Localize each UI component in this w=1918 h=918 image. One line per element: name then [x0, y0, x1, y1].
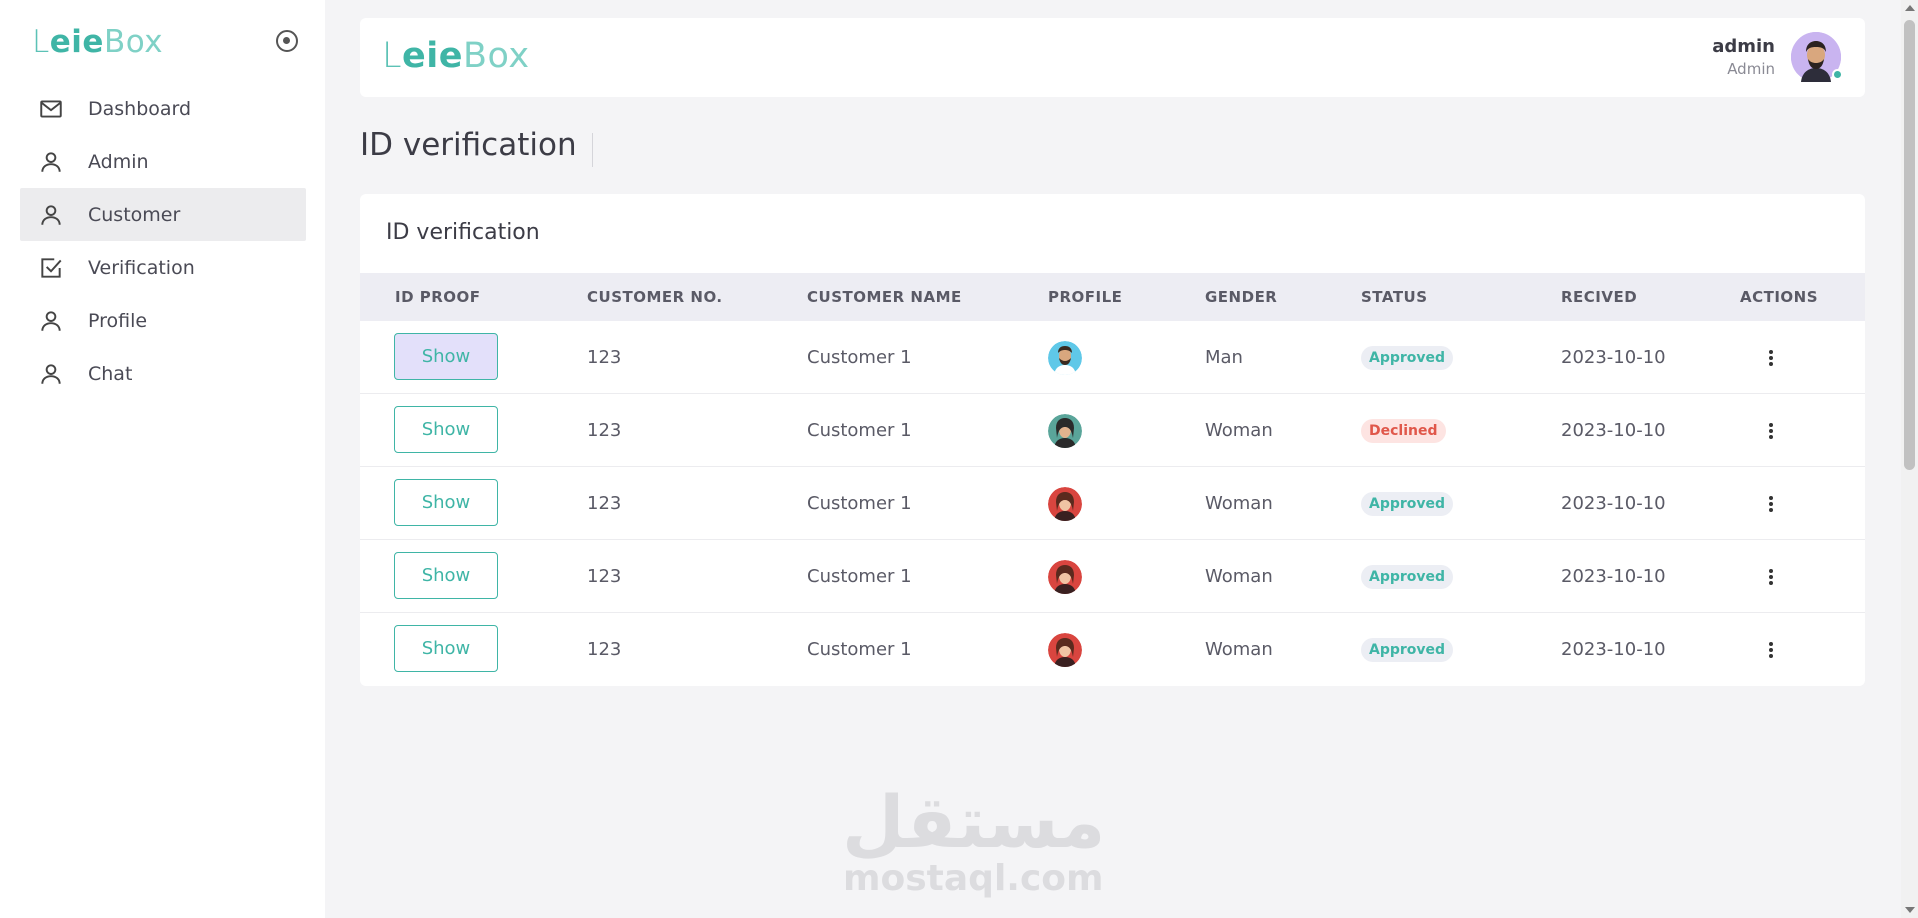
id-verification-card: ID verification ID PROOF CUSTOMER NO. CU…	[360, 194, 1865, 686]
scrollbar-thumb[interactable]	[1904, 20, 1915, 470]
column-header-status[interactable]: STATUS	[1361, 288, 1428, 306]
sidebar-item-verification[interactable]: Verification	[20, 241, 306, 294]
customer-number: 123	[587, 639, 622, 660]
sidebar-toggle-icon[interactable]	[276, 30, 298, 52]
header-logo[interactable]: LeieBox	[382, 36, 530, 76]
sidebar-item-label: Verification	[88, 256, 195, 279]
customer-name: Customer 1	[807, 566, 912, 587]
sidebar-item-dashboard[interactable]: Dashboard	[20, 82, 306, 135]
column-header-customer-no[interactable]: CUSTOMER NO.	[587, 288, 723, 306]
gender: Man	[1205, 347, 1243, 368]
user-icon	[38, 308, 64, 334]
user-name[interactable]: admin	[1712, 36, 1775, 57]
more-actions-icon[interactable]	[1762, 495, 1780, 513]
profile-avatar-image	[1048, 633, 1082, 667]
scroll-down-icon[interactable]	[1905, 907, 1915, 913]
profile-avatar[interactable]	[1048, 633, 1082, 667]
sidebar-item-label: Dashboard	[88, 97, 192, 120]
sidebar-nav: Dashboard Admin Customer Verification Pr…	[20, 82, 306, 400]
watermark-latin: mostaql.com	[843, 858, 1104, 899]
profile-avatar[interactable]	[1048, 341, 1082, 375]
user-icon	[38, 361, 64, 387]
table-row: Show 123 Customer 1 Woman Approved 2023-…	[360, 540, 1865, 613]
column-header-received[interactable]: RECIVED	[1561, 288, 1638, 306]
page-scrollbar[interactable]	[1901, 0, 1918, 918]
column-header-gender[interactable]: GENDER	[1205, 288, 1278, 306]
card-title: ID verification	[386, 220, 540, 245]
customer-name: Customer 1	[807, 493, 912, 514]
customer-number: 123	[587, 566, 622, 587]
status-badge: Approved	[1361, 565, 1454, 589]
column-header-customer-name[interactable]: CUSTOMER NAME	[807, 288, 962, 306]
profile-avatar-image	[1048, 487, 1082, 521]
table-header: ID PROOF CUSTOMER NO. CUSTOMER NAME PROF…	[360, 273, 1865, 321]
user-icon	[38, 149, 64, 175]
profile-avatar[interactable]	[1048, 487, 1082, 521]
customer-name: Customer 1	[807, 420, 912, 441]
show-id-proof-button[interactable]: Show	[394, 479, 498, 526]
user-icon	[38, 202, 64, 228]
sidebar-item-label: Profile	[88, 309, 148, 332]
scroll-up-icon[interactable]	[1905, 5, 1915, 11]
more-actions-icon[interactable]	[1762, 568, 1780, 586]
profile-avatar[interactable]	[1048, 560, 1082, 594]
avatar[interactable]	[1791, 32, 1843, 82]
customer-name: Customer 1	[807, 347, 912, 368]
column-header-id-proof[interactable]: ID PROOF	[395, 288, 481, 306]
online-status-icon	[1832, 69, 1843, 80]
sidebar-item-label: Admin	[88, 150, 149, 173]
page-title: ID verification	[360, 127, 577, 163]
profile-avatar-image	[1048, 341, 1082, 375]
table-row: Show 123 Customer 1 Woman Approved 2023-…	[360, 613, 1865, 686]
gender: Woman	[1205, 566, 1273, 587]
sidebar-item-chat[interactable]: Chat	[20, 347, 306, 400]
status-badge: Declined	[1361, 419, 1446, 443]
show-id-proof-button[interactable]: Show	[394, 552, 498, 599]
more-actions-icon[interactable]	[1762, 641, 1780, 659]
logo[interactable]: LeieBox	[32, 24, 164, 60]
gender: Woman	[1205, 639, 1273, 660]
show-id-proof-button[interactable]: Show	[394, 625, 498, 672]
customer-number: 123	[587, 493, 622, 514]
customer-number: 123	[587, 420, 622, 441]
sidebar-item-profile[interactable]: Profile	[20, 294, 306, 347]
received-date: 2023-10-10	[1561, 493, 1666, 514]
gender: Woman	[1205, 420, 1273, 441]
status-badge: Approved	[1361, 346, 1454, 370]
top-bar: LeieBox admin Admin	[360, 18, 1865, 97]
profile-avatar-image	[1048, 560, 1082, 594]
sidebar-item-label: Customer	[88, 203, 181, 226]
received-date: 2023-10-10	[1561, 566, 1666, 587]
customer-name: Customer 1	[807, 639, 912, 660]
table-row: Show 123 Customer 1 Woman Approved 2023-…	[360, 467, 1865, 540]
more-actions-icon[interactable]	[1762, 349, 1780, 367]
table-row: Show 123 Customer 1 Man Approved 2023-10…	[360, 321, 1865, 394]
user-role: Admin	[1727, 60, 1775, 78]
gender: Woman	[1205, 493, 1273, 514]
sidebar: LeieBox Dashboard Admin Customer Verifi	[0, 0, 325, 918]
column-header-profile[interactable]: PROFILE	[1048, 288, 1123, 306]
more-actions-icon[interactable]	[1762, 422, 1780, 440]
show-id-proof-button[interactable]: Show	[394, 406, 498, 453]
sidebar-item-admin[interactable]: Admin	[20, 135, 306, 188]
received-date: 2023-10-10	[1561, 420, 1666, 441]
title-divider	[592, 133, 593, 167]
sidebar-item-label: Chat	[88, 362, 133, 385]
sidebar-item-customer[interactable]: Customer	[20, 188, 306, 241]
status-badge: Approved	[1361, 492, 1454, 516]
checkbox-icon	[38, 255, 64, 281]
received-date: 2023-10-10	[1561, 639, 1666, 660]
watermark-arabic: مستقل	[842, 780, 1106, 864]
received-date: 2023-10-10	[1561, 347, 1666, 368]
avatar-image	[1791, 32, 1841, 82]
profile-avatar[interactable]	[1048, 414, 1082, 448]
show-id-proof-button[interactable]: Show	[394, 333, 498, 380]
status-badge: Approved	[1361, 638, 1454, 662]
customer-number: 123	[587, 347, 622, 368]
profile-avatar-image	[1048, 414, 1082, 448]
table-row: Show 123 Customer 1 Woman Declined 2023-…	[360, 394, 1865, 467]
mail-icon	[38, 96, 64, 122]
column-header-actions: ACTIONS	[1740, 288, 1819, 306]
